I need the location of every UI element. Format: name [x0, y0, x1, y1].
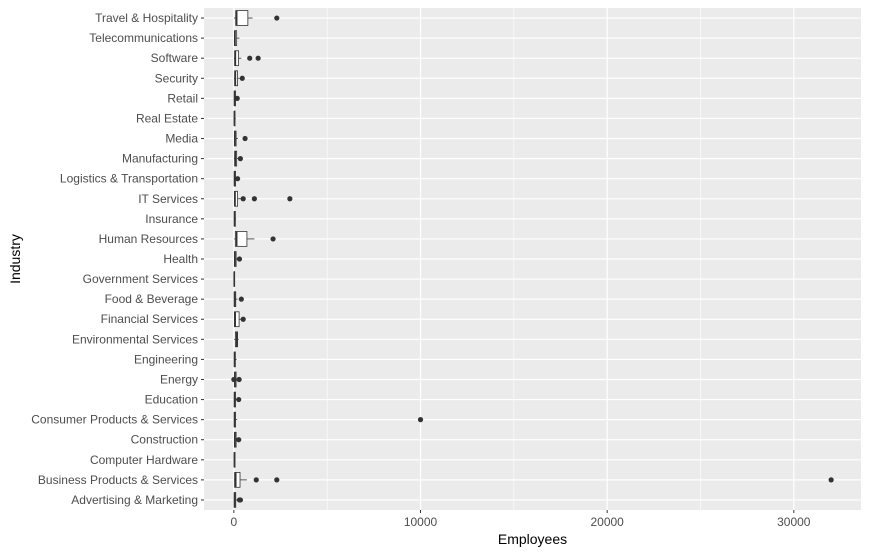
y-tick-label: Health	[163, 252, 198, 266]
outlier-point	[255, 55, 261, 61]
box-government-services	[233, 271, 236, 287]
outlier-point	[236, 437, 242, 443]
outlier-point	[239, 75, 245, 81]
y-tick-label: Government Services	[83, 272, 198, 286]
y-tick-label: Security	[155, 71, 198, 85]
outlier-point	[234, 176, 241, 182]
box-media	[233, 130, 248, 147]
y-tick-label: Telecommunications	[89, 31, 198, 45]
outlier-point	[828, 477, 834, 483]
x-tick-label: 20000	[590, 515, 624, 529]
y-tick-label: Financial Services	[101, 312, 198, 326]
box-layer	[231, 10, 834, 508]
y-tick-label: Education	[145, 393, 198, 407]
outlier-point	[253, 477, 259, 483]
box-advertising-marketing	[233, 492, 243, 508]
x-tick-label: 0	[231, 515, 238, 529]
box-travel-hospitality	[234, 10, 280, 26]
y-tick-label: Consumer Products & Services	[31, 413, 198, 427]
y-tick-label: Computer Hardware	[90, 453, 198, 467]
box-environmental-services	[234, 331, 239, 348]
y-tick-label: Media	[165, 132, 198, 146]
outlier-point	[274, 15, 280, 21]
box-computer-hardware	[233, 451, 236, 468]
box-software	[233, 50, 261, 67]
outlier-point	[247, 55, 253, 61]
y-tick-label: Advertising & Marketing	[71, 493, 198, 507]
box-insurance	[233, 211, 237, 227]
y-tick-label: IT Services	[138, 192, 198, 206]
box-energy	[231, 371, 242, 388]
outlier-point	[236, 256, 243, 262]
box-iqr	[235, 10, 249, 26]
y-tick-label: Food & Beverage	[105, 292, 199, 306]
box-it-services	[233, 190, 293, 207]
box-real-estate	[233, 110, 236, 127]
y-tick-label: Environmental Services	[72, 332, 198, 346]
x-axis-title: Employees	[498, 531, 567, 547]
outlier-point	[234, 95, 240, 101]
y-tick-label: Real Estate	[136, 111, 198, 125]
box-manufacturing	[233, 150, 243, 167]
box-consumer-products-services	[233, 411, 424, 428]
y-axis: Advertising & Marketing Business Products…	[31, 11, 204, 507]
box-retail	[233, 90, 240, 107]
box-construction	[233, 431, 242, 448]
outlier-point	[417, 417, 424, 423]
y-tick-label: Business Products & Services	[38, 473, 198, 487]
box-logistics-transportation	[233, 170, 241, 187]
y-tick-label: Retail	[167, 91, 198, 105]
box-engineering	[233, 351, 237, 368]
x-axis: 0 10000 20000 30000	[231, 510, 811, 529]
box-food-beverage	[233, 291, 244, 307]
outlier-point	[237, 156, 243, 162]
outlier-point	[274, 477, 280, 483]
box-business-products-services	[233, 472, 834, 488]
outlier-point	[251, 196, 257, 202]
y-tick-label: Logistics & Transportation	[60, 172, 198, 186]
box-education	[233, 391, 242, 408]
y-tick-label: Insurance	[145, 212, 198, 226]
box-security	[233, 70, 245, 87]
x-tick-label: 10000	[404, 515, 438, 529]
outlier-point	[231, 376, 237, 383]
y-tick-label: Human Resources	[99, 232, 198, 246]
grid-layer	[204, 8, 861, 510]
box-iqr	[234, 472, 241, 488]
y-tick-label: Travel & Hospitality	[95, 11, 198, 25]
outlier-point	[240, 316, 246, 322]
outlier-point	[287, 196, 293, 202]
box-telecommunications	[233, 30, 240, 46]
box-financial-services	[233, 311, 246, 328]
outlier-point	[237, 497, 243, 503]
outlier-point	[270, 236, 276, 242]
box-health	[233, 251, 243, 267]
outlier-point	[240, 196, 246, 202]
y-tick-label: Software	[151, 51, 199, 65]
outlier-point	[236, 396, 242, 403]
y-tick-label: Engineering	[134, 352, 198, 366]
x-tick-label: 30000	[777, 515, 811, 529]
y-axis-title: Industry	[7, 234, 23, 284]
box-iqr	[234, 231, 248, 247]
box-human-resources	[234, 231, 276, 247]
outlier-point	[242, 135, 248, 142]
y-tick-label: Manufacturing	[122, 152, 198, 166]
outlier-point	[236, 376, 242, 383]
outlier-point	[238, 296, 244, 302]
y-tick-label: Construction	[131, 433, 198, 447]
y-tick-label: Energy	[160, 372, 198, 386]
